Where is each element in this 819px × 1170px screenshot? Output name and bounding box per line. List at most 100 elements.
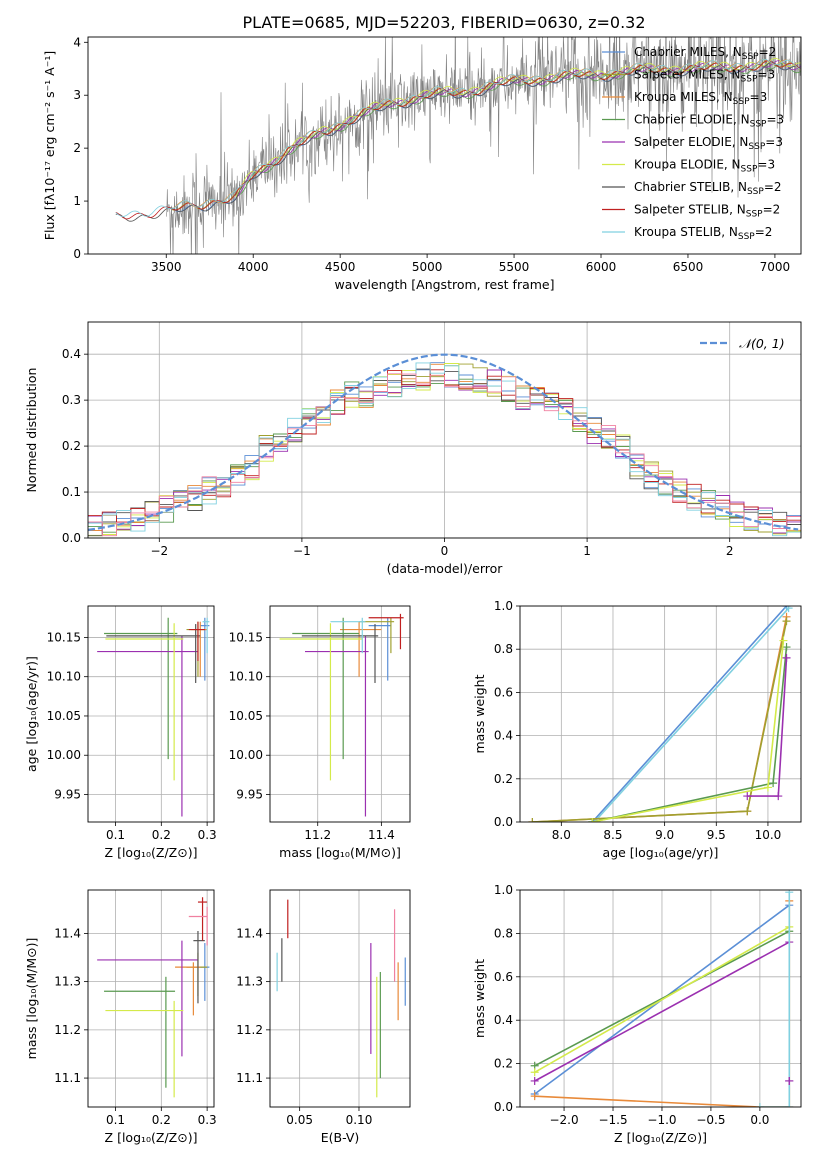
x-tick-label: 9.0 [655, 828, 674, 842]
legend-label-sub: SSP [746, 210, 763, 220]
y-tick-label: 0.2 [494, 1057, 513, 1071]
model-spectrum-line [235, 62, 801, 198]
axes-frame [269, 605, 411, 823]
y-tick-label: 11.4 [236, 926, 263, 940]
y-axis-label: mass weight [472, 674, 487, 753]
series-marker [755, 1103, 764, 1107]
legend-label-text: Chabrier STELIB, N [634, 180, 747, 194]
x-tick-label: −1.5 [598, 1113, 627, 1127]
y-tick-label: 0.4 [62, 347, 81, 361]
legend-label: Chabrier MILES, NSSP=2 [634, 45, 776, 62]
series-marker [785, 890, 794, 897]
legend-label-tail: =2 [755, 225, 773, 239]
legend-label-sub: SSP [750, 120, 767, 130]
plot-area [88, 606, 214, 822]
x-tick-label: 5000 [412, 260, 443, 274]
legend-label-text: Kroupa STELIB, N [634, 225, 738, 239]
y-axis-label: Normed distribution [24, 368, 39, 493]
legend-label-text: Salpeter STELIB, N [634, 203, 746, 217]
x-tick-label: 0.2 [152, 828, 171, 842]
legend-label-tail: =2 [763, 203, 781, 217]
legend-label-text: Chabrier ELODIE, N [634, 113, 750, 127]
y-tick-label: 10.10 [229, 670, 263, 684]
series-line [591, 606, 788, 822]
x-tick-label: −1.0 [647, 1113, 676, 1127]
y-axis-label: Flux [fλ10⁻¹⁷ erg cm⁻² s⁻¹ A⁻¹] [42, 51, 57, 240]
legend-label-tail: =2 [764, 180, 782, 194]
x-tick-label: 4000 [238, 260, 269, 274]
x-tick-label: 0.05 [286, 1113, 313, 1127]
series-marker [785, 1076, 794, 1085]
series-marker [785, 1103, 794, 1107]
legend-label-text: Salpeter MILES, N [634, 68, 741, 82]
y-tick-label: 11.3 [54, 975, 81, 989]
legend-label-sub: SSP [738, 232, 755, 242]
axes-frame [87, 321, 802, 539]
series-line [747, 657, 788, 797]
series-marker [528, 818, 537, 822]
y-tick-label: 10.05 [229, 709, 263, 723]
panel-mass_weight_vs_age: 8.0 8.5 9.0 9.5 10.0 0.0 0.2 0.4 0.6 0.8 1.0 age [l… [472, 599, 802, 860]
y-tick-label: 2 [73, 141, 81, 155]
legend-label-text: Chabrier MILES, N [634, 45, 742, 59]
x-tick-label: 11.2 [304, 828, 331, 842]
x-tick-label: 8.5 [603, 828, 622, 842]
plot-area [88, 322, 801, 538]
y-tick-label: 0.1 [62, 485, 81, 499]
axes-frame [519, 605, 802, 823]
x-tick-label: 0.0 [750, 1113, 769, 1127]
y-tick-label: 11.3 [236, 975, 263, 989]
legend-label-sub: SSP [741, 75, 758, 85]
y-axis-label: mass [log₁₀(M/M⊙)] [24, 938, 39, 1060]
series-marker [530, 1076, 539, 1085]
model-spectrum-line [115, 62, 801, 222]
x-tick-label: 0.3 [198, 828, 217, 842]
series-marker [588, 818, 597, 822]
legend-label-tail: =3 [757, 68, 775, 82]
legend-label-tail: =3 [757, 158, 775, 172]
x-tick-label: 0.3 [198, 1113, 217, 1127]
x-tick-label: 10.0 [755, 828, 782, 842]
legend-label-tail: =3 [765, 135, 783, 149]
y-tick-label: 0.6 [494, 685, 513, 699]
y-tick-label: 1.0 [494, 883, 513, 897]
series-marker [784, 606, 793, 613]
x-tick-label: 1 [583, 544, 591, 558]
plot-area [88, 890, 214, 1107]
panel-mass_weight_vs_Z: −2.0 −1.5 −1.0 −0.5 0.0 0.0 0.2 0.4 0.6 0.8 1.0 Z [… [472, 883, 802, 1145]
y-tick-label: 9.95 [54, 788, 81, 802]
legend-label: Salpeter STELIB, NSSP=2 [634, 203, 780, 220]
gaussian-curve [88, 353, 799, 531]
plot-area [270, 890, 410, 1107]
panel-mass_vs_EBV: 0.05 0.10 11.1 11.2 11.3 11.4 E(B-V) [236, 889, 411, 1145]
legend-label: Chabrier ELODIE, NSSP=3 [634, 113, 784, 130]
legend-label-text: Salpeter ELODIE, N [634, 135, 748, 149]
series-line [593, 607, 790, 822]
y-tick-label: 11.1 [236, 1071, 263, 1085]
panel-mass_vs_Z: 0.1 0.2 0.3 11.1 11.2 11.3 11.4 Z [log₁₀(Z/Z⊙)]… [24, 889, 217, 1145]
legend-label-tail: =3 [766, 113, 784, 127]
series-marker [763, 783, 772, 792]
legend-label-sub: SSP [747, 187, 764, 197]
legend-label: 𝒩(0, 1) [739, 336, 785, 351]
legend-label-sub: SSP [748, 142, 765, 152]
x-axis-label: wavelength [Angstrom, rest frame] [334, 277, 554, 292]
x-tick-label: 0.10 [346, 1113, 373, 1127]
y-tick-label: 11.2 [54, 1023, 81, 1037]
plot-area [115, 37, 801, 254]
series-marker [782, 643, 791, 652]
y-axis-label: mass weight [472, 959, 487, 1038]
x-axis-label: Z [log₁₀(Z/Z⊙)] [105, 1130, 198, 1145]
histogram-step [88, 373, 801, 537]
histogram-step [88, 362, 801, 537]
series-line [534, 941, 790, 1082]
y-tick-label: 9.95 [236, 788, 263, 802]
x-tick-label: 11.4 [368, 828, 395, 842]
legend-label: Kroupa STELIB, NSSP=2 [634, 225, 772, 242]
panel-age_vs_mass: 11.2 11.4 9.95 10.00 10.05 10.10 10.15 mass [lo… [229, 605, 411, 860]
legend-label-sub: SSP [733, 97, 750, 107]
legend-label-sub: SSP [741, 165, 758, 175]
y-tick-label: 10.15 [229, 630, 263, 644]
x-tick-label: −2.0 [549, 1113, 578, 1127]
